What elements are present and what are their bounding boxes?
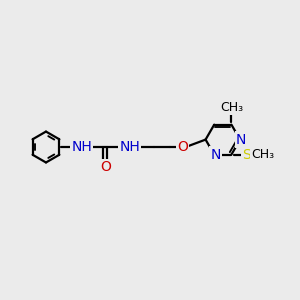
Text: NH: NH — [119, 140, 140, 154]
Text: CH₃: CH₃ — [220, 101, 243, 114]
Text: O: O — [100, 160, 111, 174]
Text: O: O — [177, 140, 188, 154]
Text: NH: NH — [71, 140, 92, 154]
Text: S: S — [242, 148, 251, 161]
Text: CH₃: CH₃ — [251, 148, 274, 161]
Text: N: N — [210, 148, 220, 161]
Text: N: N — [236, 133, 246, 147]
